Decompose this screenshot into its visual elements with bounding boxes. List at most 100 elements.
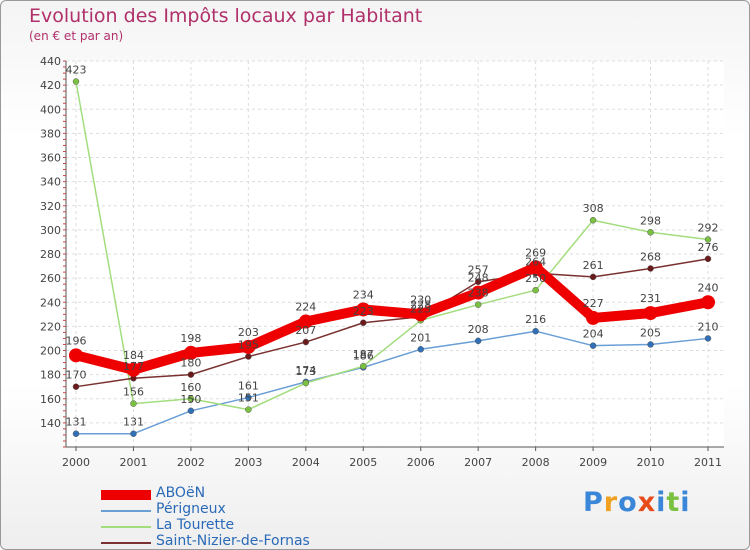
data-point-1 xyxy=(417,346,424,353)
brand-letter: P xyxy=(583,487,604,518)
data-label-0: 227 xyxy=(583,297,604,310)
series-line-3 xyxy=(75,258,709,388)
data-label-1: 161 xyxy=(238,380,259,393)
x-tick-label: 2007 xyxy=(464,456,492,469)
data-label-1: 174 xyxy=(295,364,316,377)
data-point-2 xyxy=(704,236,712,243)
data-point-3 xyxy=(474,278,482,285)
data-label-3: 268 xyxy=(640,250,661,263)
legend-swatch-1 xyxy=(101,510,151,512)
data-point-0 xyxy=(471,285,486,300)
y-tick-label: 400 xyxy=(40,103,61,116)
legend-swatch-0 xyxy=(101,490,151,500)
legend-label-3: Saint-Nizier-de-Fornas xyxy=(156,533,310,549)
data-point-3 xyxy=(589,273,597,281)
data-point-2 xyxy=(532,286,539,294)
data-point-1 xyxy=(704,335,712,342)
brand-letter: i xyxy=(680,487,691,518)
data-label-0: 269 xyxy=(525,246,546,259)
x-tick-label: 2008 xyxy=(522,456,550,469)
y-tick-label: 340 xyxy=(40,176,61,189)
data-label-1: 201 xyxy=(410,331,431,344)
data-point-2 xyxy=(474,301,482,308)
x-tick-label: 2009 xyxy=(579,456,607,469)
data-point-0 xyxy=(701,295,715,310)
data-label-3: 261 xyxy=(583,259,604,272)
data-point-1 xyxy=(72,430,80,437)
y-tick-label: 260 xyxy=(40,272,61,285)
data-label-0: 248 xyxy=(468,272,489,285)
data-label-0: 231 xyxy=(640,292,661,305)
x-tick-label: 2002 xyxy=(177,456,205,469)
legend-label-1: Périgneux xyxy=(156,501,226,517)
legend-swatch-2 xyxy=(101,526,151,528)
data-label-0: 224 xyxy=(295,301,316,314)
y-tick-label: 380 xyxy=(40,127,61,140)
data-label-0: 184 xyxy=(123,349,144,362)
brand-letter: t xyxy=(666,487,681,518)
brand-letter: r xyxy=(603,487,619,518)
data-point-0 xyxy=(586,310,601,325)
series-line-0 xyxy=(71,262,713,375)
data-point-0 xyxy=(528,260,543,275)
y-tick-label: 320 xyxy=(40,200,61,213)
data-point-0 xyxy=(126,362,141,377)
data-label-2: 238 xyxy=(468,287,489,300)
data-label-1: 150 xyxy=(180,393,201,406)
data-label-2: 298 xyxy=(640,214,661,227)
data-point-1 xyxy=(647,341,654,348)
data-label-1: 131 xyxy=(66,416,87,429)
data-point-1 xyxy=(532,327,539,335)
data-point-1 xyxy=(130,430,137,437)
x-tick-label: 2003 xyxy=(234,456,262,469)
data-label-2: 151 xyxy=(238,392,259,405)
data-label-0: 198 xyxy=(180,332,201,345)
data-point-2 xyxy=(360,362,367,370)
data-point-2 xyxy=(589,216,597,224)
series-line-2 xyxy=(75,80,709,411)
data-label-2: 292 xyxy=(698,222,719,235)
y-tick-label: 220 xyxy=(40,320,61,333)
x-tick-label: 2011 xyxy=(694,456,722,469)
data-label-2: 160 xyxy=(180,381,201,394)
chart-title: Evolution des Impôts locaux par Habitant xyxy=(29,5,423,27)
data-point-0 xyxy=(413,307,428,322)
data-label-0: 234 xyxy=(353,288,374,301)
y-tick-label: 240 xyxy=(40,296,61,309)
data-label-3: 177 xyxy=(123,360,144,373)
data-label-1: 210 xyxy=(698,320,719,333)
y-tick-label: 160 xyxy=(40,393,61,406)
data-label-2: 173 xyxy=(295,365,316,378)
data-label-3: 264 xyxy=(525,255,546,268)
data-label-3: 170 xyxy=(66,369,87,382)
data-label-3: 180 xyxy=(180,357,201,370)
data-label-2: 187 xyxy=(353,348,374,361)
data-point-2 xyxy=(130,400,137,407)
data-point-3 xyxy=(245,353,252,360)
data-label-3: 223 xyxy=(353,305,374,318)
data-point-0 xyxy=(241,339,256,354)
data-point-1 xyxy=(474,337,482,345)
data-label-1: 216 xyxy=(525,313,546,326)
series-line-1 xyxy=(75,330,709,435)
x-tick-label: 2005 xyxy=(349,456,377,469)
data-label-3: 207 xyxy=(295,324,316,337)
y-tick-label: 300 xyxy=(40,224,61,237)
data-label-3: 276 xyxy=(698,241,719,254)
data-point-1 xyxy=(589,342,597,349)
data-point-0 xyxy=(183,345,198,360)
data-label-0: 196 xyxy=(66,334,87,347)
data-label-3: 257 xyxy=(468,264,489,277)
x-tick-label: 2000 xyxy=(62,456,90,469)
brand-letter: o xyxy=(618,487,638,518)
data-point-0 xyxy=(356,302,371,317)
legend-label-2: La Tourette xyxy=(156,517,235,533)
y-tick-label: 200 xyxy=(40,345,61,358)
data-point-0 xyxy=(69,348,83,363)
data-point-1 xyxy=(245,394,252,401)
data-point-2 xyxy=(72,78,80,85)
data-label-1: 186 xyxy=(353,349,374,362)
data-point-3 xyxy=(187,371,195,378)
